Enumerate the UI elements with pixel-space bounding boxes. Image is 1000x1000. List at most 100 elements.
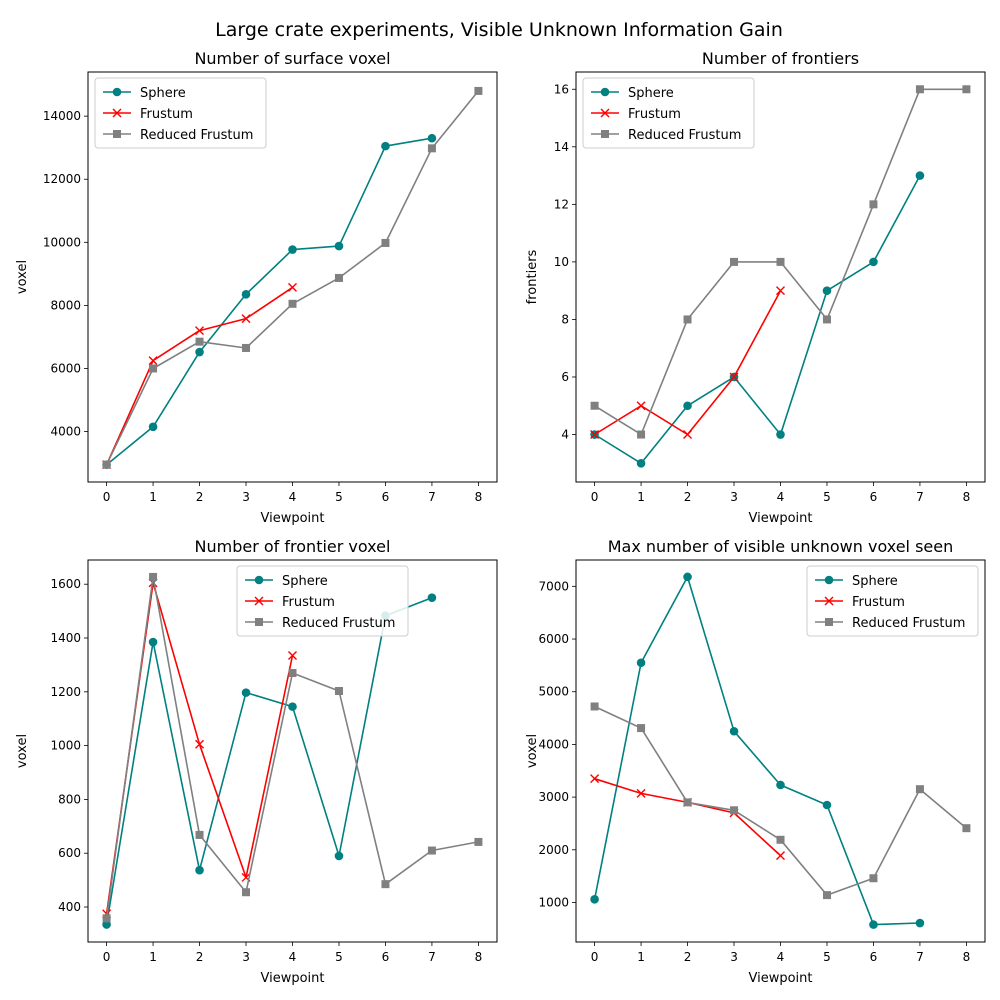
subplot-title: Number of frontier voxel (195, 537, 391, 556)
subplot-title: Max number of visible unknown voxel seen (608, 537, 954, 556)
x-tick-label: 3 (242, 950, 250, 964)
subplot-3: Number of frontier voxel Viewpoint voxel 0 1… (15, 537, 498, 986)
legend-label: Sphere (628, 86, 674, 101)
x-tick-label: 6 (382, 950, 390, 964)
y-tick-label: 12000 (43, 172, 81, 186)
axes-frame (87, 559, 498, 943)
x-tick-label: 7 (916, 950, 924, 964)
y-tick-label: 1000 (538, 895, 569, 909)
data-point (822, 800, 832, 810)
legend-label: Reduced Frustum (140, 128, 253, 143)
x-tick-label: 2 (684, 490, 692, 504)
y-tick-label: 5000 (538, 685, 569, 699)
data-point (869, 874, 878, 883)
series-line (105, 596, 433, 925)
legend: Sphere Frustum Reduced Frustum (806, 565, 979, 637)
legend-swatch-marker (600, 108, 610, 118)
y-tick-label: 8 (561, 312, 569, 326)
data-point-stroke-b (195, 739, 205, 749)
legend-label: Frustum (282, 595, 335, 610)
legend-label: Reduced Frustum (628, 128, 741, 143)
data-point (776, 851, 785, 861)
legend-swatch-marker (254, 575, 264, 585)
series-sphere (102, 593, 437, 929)
series-sphere (590, 572, 925, 929)
y-tick-label: 12 (554, 197, 569, 211)
y-tick-label: 1600 (50, 577, 81, 591)
y-tick-label: 16 (554, 82, 569, 96)
x-tick-label: 6 (870, 950, 878, 964)
data-point (149, 572, 158, 581)
y-tick-label: 6000 (50, 361, 81, 375)
x-tick-label: 8 (963, 490, 971, 504)
x-tick-label: 3 (730, 950, 738, 964)
data-point (427, 593, 437, 602)
x-axis-label: Viewpoint (260, 511, 324, 526)
y-tick-label: 1400 (50, 631, 81, 645)
y-tick-label: 14000 (43, 109, 81, 123)
y-axis-label: voxel (15, 260, 30, 294)
data-point (683, 798, 692, 807)
data-point-stroke-b (148, 356, 158, 366)
series-line (594, 175, 921, 465)
data-point (962, 85, 971, 94)
data-point (195, 326, 205, 336)
legend-label: Frustum (628, 107, 681, 122)
data-point (148, 356, 158, 366)
legend-swatch-marker (112, 87, 122, 97)
y-tick-label: 7000 (538, 579, 569, 593)
x-tick-label: 5 (823, 490, 831, 504)
data-point (288, 282, 297, 292)
legend-label: Reduced Frustum (852, 616, 965, 631)
data-point (288, 668, 297, 677)
data-point (427, 846, 436, 855)
data-point (148, 637, 158, 647)
subplot-4: Max number of visible unknown voxel seen… (525, 537, 986, 986)
axes-frame (575, 559, 986, 943)
y-tick-label: 3000 (538, 790, 569, 804)
legend-swatch-marker (254, 596, 264, 606)
x-tick-label: 4 (289, 490, 297, 504)
subplot-title: Number of surface voxel (194, 49, 390, 68)
y-tick-label: 800 (58, 792, 81, 806)
legend-swatch-marker (255, 618, 263, 626)
data-point (334, 241, 344, 251)
axes-frame (87, 71, 498, 483)
y-axis-label: voxel (15, 734, 30, 768)
data-point (776, 286, 785, 296)
figure-suptitle: Large crate experiments, Visible Unknown… (215, 19, 783, 41)
y-tick-label: 400 (58, 900, 81, 914)
legend-swatch-marker-stroke-b (824, 596, 834, 606)
legend: Sphere Frustum Reduced Frustum (236, 565, 409, 637)
data-point (915, 918, 925, 928)
x-tick-label: 7 (916, 490, 924, 504)
y-tick-label: 4000 (538, 737, 569, 751)
legend-swatch-marker-stroke-b (600, 108, 610, 118)
x-tick-label: 4 (777, 490, 785, 504)
legend-label: Frustum (852, 595, 905, 610)
x-tick-label: 8 (475, 950, 483, 964)
data-point (195, 347, 204, 357)
x-tick-label: 3 (242, 490, 250, 504)
data-point (915, 785, 924, 794)
data-point (636, 401, 646, 411)
data-point (869, 200, 878, 209)
data-point (195, 865, 204, 875)
legend-swatch-marker-stroke-b (254, 596, 264, 606)
legend-swatch-marker (824, 575, 834, 585)
x-tick-label: 7 (428, 490, 436, 504)
x-axis-label: Viewpoint (260, 971, 324, 986)
x-tick-label: 2 (684, 950, 692, 964)
series-frustum (590, 286, 785, 440)
data-point (822, 315, 831, 324)
data-point (381, 880, 390, 889)
data-point-stroke-b (590, 430, 600, 440)
data-point (915, 85, 924, 94)
data-point (102, 460, 111, 469)
data-point (869, 257, 878, 267)
legend: Sphere Frustum Reduced Frustum (94, 77, 267, 149)
data-point (427, 144, 436, 153)
series-line (106, 137, 433, 466)
